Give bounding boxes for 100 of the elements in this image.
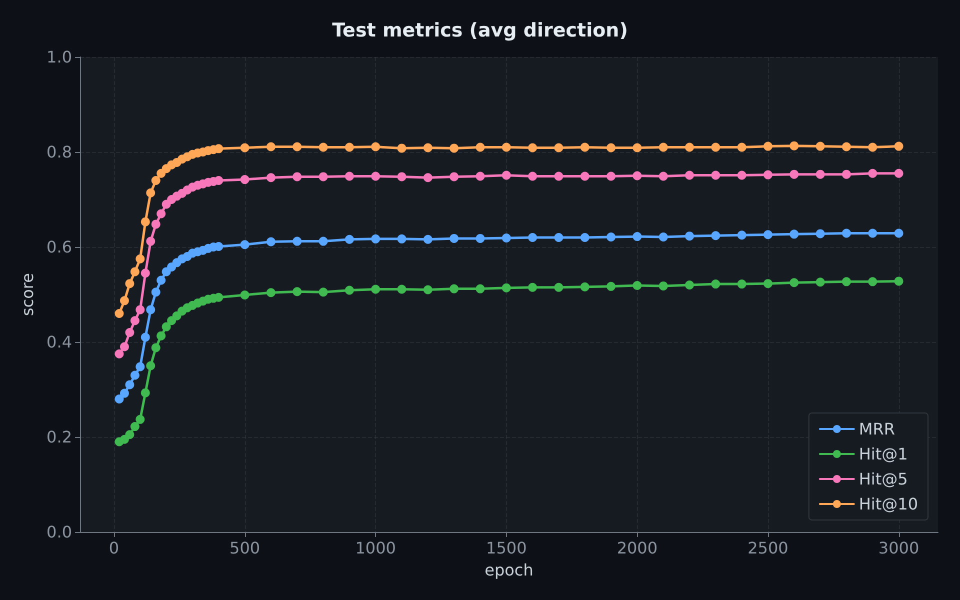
point — [658, 281, 668, 290]
point — [737, 280, 746, 289]
point — [423, 285, 432, 294]
point — [371, 234, 380, 244]
legend-label: Hit@10 — [858, 494, 918, 514]
point — [318, 288, 328, 297]
point — [240, 175, 250, 184]
point — [151, 343, 160, 352]
chart-title: Test metrics (avg direction) — [332, 20, 628, 42]
point — [292, 287, 302, 296]
point — [606, 232, 616, 242]
point — [266, 173, 276, 182]
point — [737, 170, 746, 180]
point — [528, 282, 538, 292]
point — [125, 328, 134, 337]
point — [816, 278, 825, 287]
point — [397, 144, 406, 153]
x-tick-label: 0 — [108, 538, 120, 558]
point — [763, 170, 772, 180]
point — [292, 172, 302, 182]
point — [554, 282, 564, 292]
point — [711, 170, 720, 180]
point — [528, 233, 538, 242]
point — [423, 234, 432, 244]
point — [146, 188, 156, 198]
point — [344, 286, 354, 295]
point — [146, 305, 156, 314]
point — [632, 232, 642, 242]
point — [240, 240, 250, 250]
y-tick-label: 1.0 — [46, 48, 72, 66]
point — [554, 233, 564, 242]
point — [371, 172, 380, 181]
point — [240, 143, 250, 152]
point — [580, 142, 590, 152]
point — [476, 172, 485, 181]
y-tick-label: 0.2 — [46, 428, 72, 446]
point — [214, 144, 224, 154]
point — [266, 142, 276, 152]
point — [120, 388, 129, 398]
point — [554, 143, 564, 152]
point — [685, 142, 694, 152]
point — [528, 172, 538, 181]
point — [397, 172, 406, 182]
point — [894, 168, 904, 178]
point — [450, 234, 459, 243]
point — [790, 170, 799, 179]
x-tick-label: 1000 — [355, 538, 396, 558]
point — [318, 142, 328, 152]
point — [816, 170, 825, 179]
point — [580, 172, 590, 181]
point — [790, 230, 799, 239]
point — [842, 228, 851, 238]
point — [266, 288, 276, 298]
point — [868, 228, 878, 238]
point — [371, 142, 380, 152]
point — [240, 290, 250, 300]
y-tick-label: 0.8 — [46, 142, 72, 162]
point — [397, 234, 406, 244]
point — [130, 370, 140, 380]
point — [868, 277, 878, 286]
point — [450, 144, 459, 153]
point — [502, 283, 511, 292]
point — [606, 282, 616, 291]
point — [140, 268, 150, 278]
point — [737, 230, 746, 240]
y-axis-title: score — [18, 273, 38, 316]
legend-label: Hit@1 — [858, 444, 908, 464]
x-tick-label: 2000 — [616, 538, 658, 558]
point — [842, 142, 851, 152]
point — [528, 143, 538, 152]
point — [114, 349, 124, 358]
point — [344, 234, 354, 244]
point — [842, 277, 851, 286]
point — [790, 141, 799, 150]
point — [397, 284, 406, 294]
point — [763, 142, 772, 151]
point — [214, 176, 224, 185]
point — [632, 280, 642, 290]
point — [130, 422, 140, 432]
point — [894, 276, 904, 286]
point — [816, 142, 825, 151]
point — [816, 229, 825, 238]
point — [763, 279, 772, 288]
y-tick-label: 0.6 — [46, 238, 72, 256]
point — [114, 394, 124, 404]
x-tick-label: 500 — [230, 538, 260, 558]
point — [146, 361, 156, 370]
point — [476, 234, 485, 243]
point — [476, 142, 485, 152]
point — [125, 380, 134, 390]
point — [140, 332, 150, 342]
point — [685, 232, 694, 241]
point — [423, 143, 432, 152]
point — [130, 316, 140, 326]
point — [502, 233, 511, 242]
point — [580, 233, 590, 242]
point — [292, 142, 302, 152]
point — [151, 176, 160, 185]
y-tick-label: 0.4 — [46, 332, 72, 352]
point — [136, 254, 145, 264]
